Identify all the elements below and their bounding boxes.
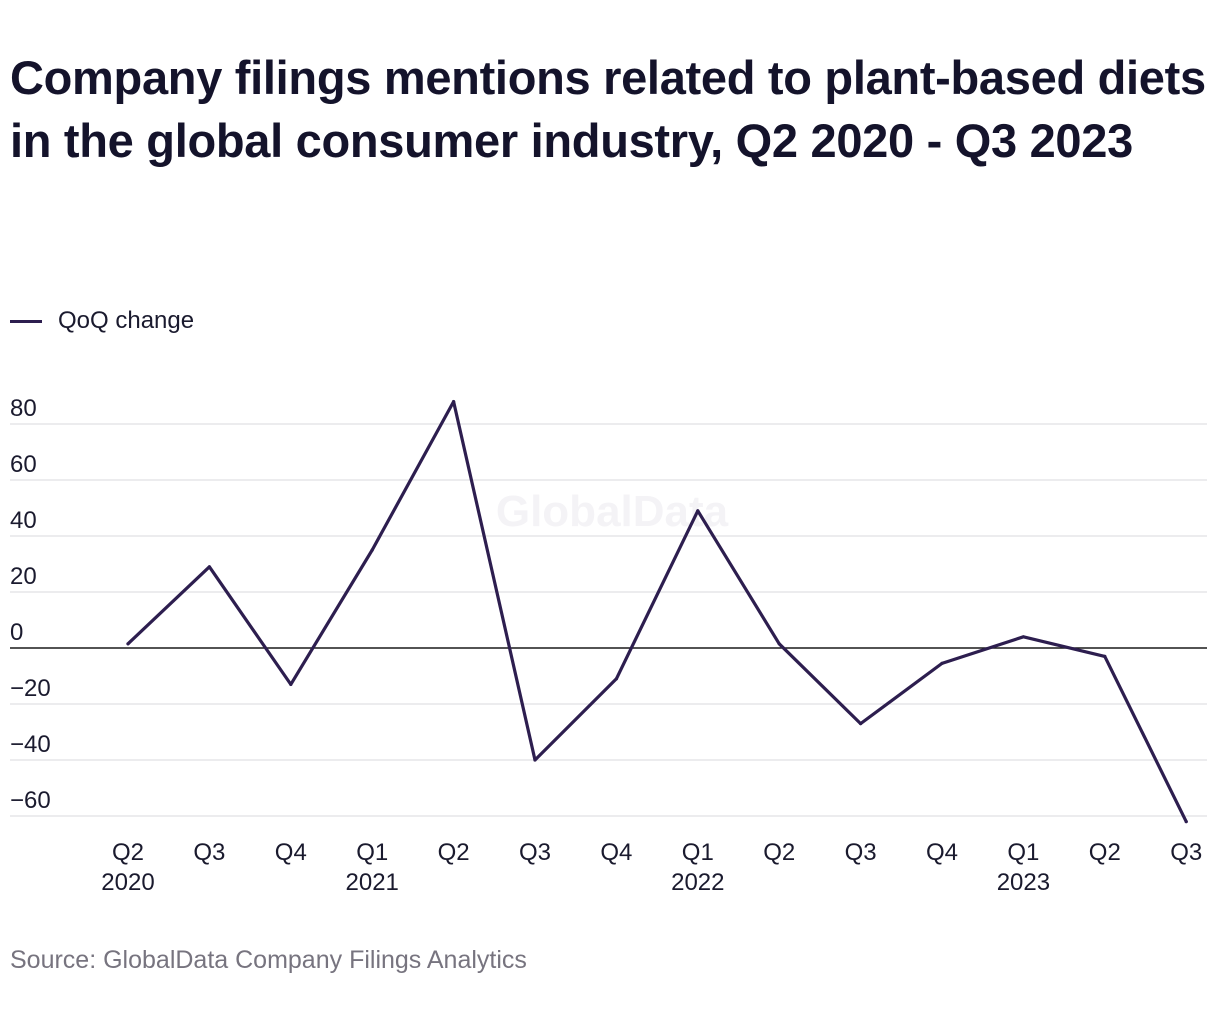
data-point [207,565,211,569]
y-tick-label: −60 [10,787,51,814]
x-tick-label: Q4 [926,839,958,866]
x-tick-label: Q3 [1170,839,1202,866]
chart-title: Company filings mentions related to plan… [10,51,1206,167]
legend: QoQ change [10,306,194,336]
watermark: GlobalData [496,487,729,536]
x-tick-label: Q2 [763,839,795,866]
x-year-label: 2021 [346,869,399,896]
data-point [696,509,700,513]
data-point [452,400,456,404]
series-line-qoq-change [126,400,1188,824]
x-tick-label: Q4 [275,839,307,866]
x-tick-label: Q1 [682,839,714,866]
x-tick-label: Q2 [438,839,470,866]
data-point [940,661,944,666]
source-note: Source: GlobalData Company Filings Analy… [10,946,527,974]
x-tick-label: Q4 [600,839,632,866]
x-tick-label: Q3 [519,839,551,866]
legend-label: QoQ change [58,307,195,334]
gridlines [10,423,1207,817]
data-point [614,677,619,681]
y-tick-label: 80 [10,395,37,422]
y-axis: −60 −40 −20 0 20 40 60 80 [10,395,51,814]
x-year-label: 2020 [101,869,154,896]
data-point [126,642,130,646]
y-tick-label: 0 [10,619,23,646]
data-points [126,400,1188,824]
x-tick-label: Q1 [1007,839,1039,866]
x-tick-label: Q3 [845,839,877,866]
x-year-label: 2023 [997,869,1050,896]
x-axis: Q2 2020 Q3 Q4 Q1 2021 Q2 Q3 Q4 Q1 2022 Q2 Q3 Q4 Q1 2023… [101,839,1202,896]
x-tick-label: Q3 [193,839,225,866]
data-point [533,758,537,762]
y-tick-label: 60 [10,451,37,478]
y-tick-label: 20 [10,563,37,590]
y-tick-label: −20 [10,675,51,702]
y-tick-label: 40 [10,507,37,534]
legend-swatch [10,319,42,323]
data-point [1103,654,1107,659]
data-point [289,682,293,687]
y-tick-label: −40 [10,731,51,758]
data-point [859,722,863,726]
x-tick-label: Q2 [1089,839,1121,866]
data-point [1021,635,1025,639]
x-tick-label: Q2 [112,839,144,866]
data-point [1184,820,1188,824]
data-point [370,548,374,552]
x-tick-label: Q1 [356,839,388,866]
data-point [777,642,781,646]
x-year-label: 2022 [671,869,724,896]
